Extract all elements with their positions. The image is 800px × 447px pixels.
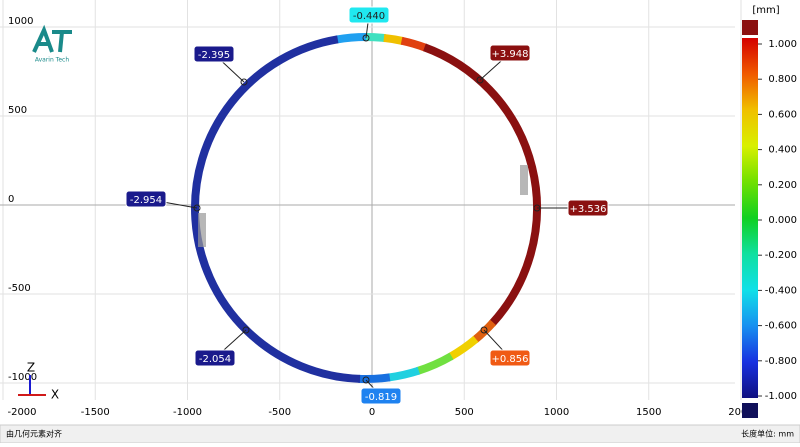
probe-point: [242, 326, 250, 334]
probe-patch: [198, 213, 206, 247]
status-left: 由几何元素对齐: [6, 429, 62, 439]
y-tick-label: -500: [8, 283, 31, 294]
canvas: [0, 0, 800, 425]
callouts: -0.440 +3.948 -2.395 -2.954 +3.536 -2.054 +0.8…: [125, 6, 609, 405]
y-tick-label: 500: [8, 105, 27, 116]
probe-point: [480, 326, 488, 334]
callout-box: [194, 349, 236, 367]
colorbar-label: 0.200: [768, 180, 797, 191]
colorbar-label: 0.000: [768, 215, 797, 226]
callout-label: -2.395: [198, 50, 230, 61]
callout-label: +3.948: [491, 49, 528, 60]
probe-point: [240, 78, 248, 86]
x-tick-label: -500: [268, 407, 291, 418]
ring-segment: [423, 43, 541, 327]
probe-point: [476, 76, 484, 84]
x-label: X: [51, 388, 59, 402]
callout-box: [489, 349, 531, 367]
callout-label: -2.954: [130, 195, 162, 206]
logo-mark: [32, 24, 72, 53]
status-bar: [0, 424, 800, 444]
over-swatch: [742, 20, 758, 35]
callout-box: [489, 44, 531, 62]
x-tick-label: 1500: [636, 407, 661, 418]
logo-name: Avarin Tech: [35, 57, 69, 64]
callout-box: [360, 387, 402, 405]
y-tick-label: 0: [8, 194, 14, 205]
colorbar-label: -0.400: [765, 285, 797, 296]
y-tick-label: 1000: [8, 16, 33, 27]
x-tick-label: -1500: [81, 407, 110, 418]
x-tick-label: 500: [455, 407, 474, 418]
colorbar-label: -0.200: [765, 250, 797, 261]
colorbar-label: -0.600: [765, 321, 797, 332]
axis-triad: Z X: [18, 361, 59, 402]
probe-point: [362, 376, 370, 384]
callout-box: [193, 45, 235, 63]
callout-label: +0.856: [491, 354, 528, 365]
ring: [191, 33, 541, 383]
x-tick-label: 1000: [544, 407, 569, 418]
colorbar-label: 0.600: [768, 109, 797, 120]
x-tick-label: -2000: [7, 407, 36, 418]
y-tick-label: -1000: [8, 372, 37, 383]
colorbar-label: 0.800: [768, 74, 797, 85]
probe-patch: [520, 165, 528, 195]
x-tick-label: 2000: [728, 407, 753, 418]
under-swatch: [742, 403, 758, 418]
status-right: 长度单位: mm: [741, 429, 794, 439]
z-label: Z: [27, 361, 35, 375]
colorbar-unit: [mm]: [752, 5, 779, 16]
probe-point: [533, 204, 541, 212]
colorbar-label: -0.800: [765, 356, 797, 367]
callout-box: [348, 6, 390, 24]
logo: Avarin Tech: [32, 24, 72, 64]
colorbar-label: -1.000: [765, 391, 797, 402]
ring-segment: [191, 35, 361, 383]
callout-label: -0.440: [353, 11, 385, 22]
probe-point: [362, 34, 370, 42]
callout-label: -0.819: [365, 392, 397, 403]
probe-point: [193, 204, 201, 212]
callout-box: [567, 199, 609, 217]
ring-segment: [383, 33, 404, 45]
callout-label: -2.054: [199, 354, 231, 365]
color-scale: [742, 38, 758, 398]
callout-box: [125, 190, 167, 208]
colorbar: [mm] 1.000 0.800 0.600 0.400 0.200 0.000 -0.20…: [742, 5, 797, 418]
colorbar-label: 0.400: [768, 145, 797, 156]
x-tick-label: 0: [369, 407, 375, 418]
callout-label: +3.536: [569, 204, 606, 215]
colorbar-label: 1.000: [768, 39, 797, 50]
x-tick-label: -1000: [173, 407, 202, 418]
